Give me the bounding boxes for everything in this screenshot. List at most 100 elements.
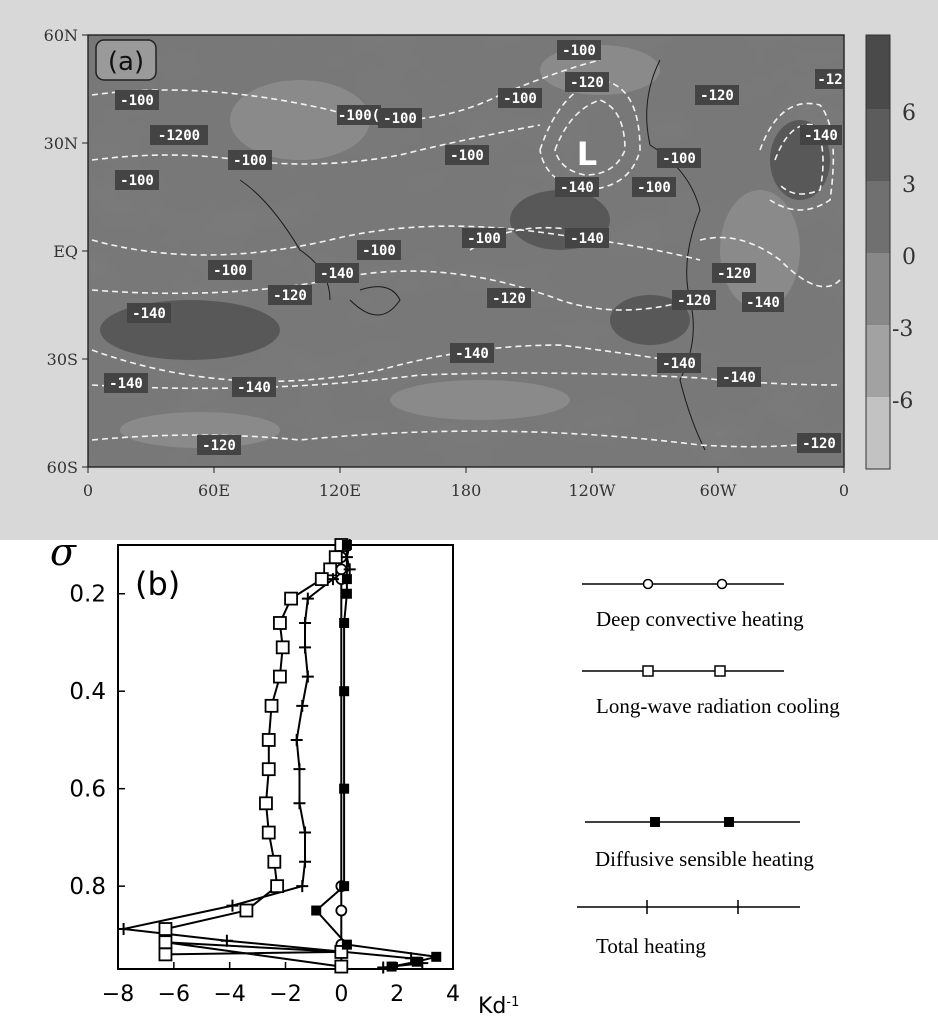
point-long-wave-radiation-cooling	[267, 854, 282, 869]
point-diffusive-sensible-heating	[386, 961, 397, 972]
x-tick-label: −2	[269, 982, 301, 1007]
svg-text:-100: -100	[120, 93, 154, 109]
point-total-heating	[290, 733, 303, 746]
point-long-wave-radiation-cooling	[264, 698, 279, 713]
contour-label: -120	[197, 435, 241, 455]
svg-text:-120: -120	[273, 288, 307, 304]
svg-text:-140: -140	[320, 266, 354, 282]
contour-label: -120	[797, 433, 841, 453]
point-total-heating	[299, 616, 312, 629]
point-long-wave-radiation-cooling	[334, 959, 349, 974]
point-total-heating	[296, 699, 309, 712]
contour-label: -100	[378, 108, 422, 128]
point-long-wave-radiation-cooling	[328, 550, 343, 565]
svg-text:-1200: -1200	[158, 128, 200, 144]
point-diffusive-sensible-heating	[311, 905, 322, 916]
point-long-wave-radiation-cooling	[158, 947, 173, 962]
x-tick-label: −8	[102, 982, 134, 1007]
y-tick-label: 0.4	[69, 679, 106, 705]
contour-label: -100	[498, 88, 542, 108]
x-tick-label: 60W	[700, 481, 737, 500]
svg-text:-140: -140	[237, 380, 271, 396]
contour-label: -120	[695, 85, 739, 105]
x-axis-unit: Kd-1	[478, 994, 519, 1017]
point-total-heating	[293, 763, 306, 776]
svg-text:-140: -140	[662, 356, 696, 372]
contour-label: -120	[672, 290, 716, 310]
point-long-wave-radiation-cooling	[261, 733, 276, 747]
point-diffusive-sensible-heating	[341, 939, 352, 950]
svg-text:-100(: -100(	[338, 108, 380, 124]
svg-text:-120: -120	[677, 293, 711, 309]
panel-label-a: (a)	[108, 47, 144, 77]
x-tick-label: −4	[213, 982, 245, 1007]
point-diffusive-sensible-heating	[341, 588, 352, 599]
point-total-heating	[299, 826, 312, 839]
legend-entry-deep-convective: Deep convective heating	[582, 578, 804, 631]
contour-label: -140	[104, 373, 148, 393]
series-line-long-wave-radiation-cooling	[164, 544, 343, 968]
svg-text:-140: -140	[455, 346, 489, 362]
contour-label: -120	[487, 288, 531, 308]
svg-text:-100: -100	[450, 148, 484, 164]
point-diffusive-sensible-heating	[431, 951, 442, 962]
x-tick-label: 180	[451, 481, 482, 500]
point-long-wave-radiation-cooling	[158, 935, 173, 950]
point-total-heating	[405, 952, 418, 965]
contour-label: -140	[717, 367, 761, 387]
y-tick-label: 60S	[47, 458, 78, 477]
svg-text:Deep convective heating: Deep convective heating	[596, 607, 804, 631]
point-total-heating	[340, 551, 353, 564]
legend: Deep convective heating Long-wave radiat…	[577, 578, 840, 958]
colorbar-tick: -3	[892, 317, 913, 342]
svg-text:Total heating: Total heating	[596, 934, 706, 958]
contour-label: -100(	[337, 105, 381, 125]
y-tick-label: 0.2	[69, 582, 106, 608]
x-tick-label: −6	[158, 982, 190, 1007]
svg-text:-140: -140	[132, 306, 166, 322]
svg-text:-100: -100	[562, 43, 596, 59]
contour-label: -120	[268, 285, 312, 305]
point-total-heating	[343, 563, 356, 576]
point-total-heating	[296, 880, 309, 893]
svg-text:-100: -100	[383, 111, 417, 127]
low-pressure-marker: L	[577, 135, 597, 173]
series-line-total-heating	[123, 544, 427, 969]
point-long-wave-radiation-cooling	[275, 640, 290, 655]
contour-label: -100	[228, 150, 272, 170]
contour-label: -100	[115, 90, 159, 110]
svg-text:-140: -140	[804, 128, 838, 144]
series-line-diffusive-sensible-heating	[314, 545, 437, 968]
svg-text:-120: -120	[492, 291, 526, 307]
point-long-wave-radiation-cooling	[314, 572, 329, 587]
y-tick-label: 0.8	[69, 874, 106, 900]
contour-label: -100	[657, 148, 701, 168]
svg-text:-100: -100	[213, 263, 247, 279]
svg-text:-120: -120	[570, 75, 604, 91]
y-tick-label: 0.6	[69, 777, 106, 803]
svg-text:-100: -100	[662, 151, 696, 167]
colorbar-tick: 6	[902, 101, 916, 126]
contour-label: -100	[115, 170, 159, 190]
x-tick-label: 120W	[569, 481, 617, 500]
contour-label: -12	[815, 69, 844, 89]
point-total-heating	[343, 539, 356, 551]
point-total-heating	[293, 797, 306, 810]
svg-text:-140: -140	[722, 370, 756, 386]
x-tick-label: 2	[390, 982, 404, 1007]
point-total-heating	[220, 934, 233, 947]
svg-text:-120: -120	[700, 88, 734, 104]
point-deep-convective-heating	[335, 904, 348, 917]
profile-panel: σ (b) Kd-1 −8 −6 −4 −2 0 2 4 0.2 0.4 0.6 0.8 Deep …	[0, 530, 938, 1019]
y-tick-label: 30S	[47, 350, 78, 369]
x-tick-label: 0	[83, 481, 93, 500]
svg-text:-100: -100	[467, 231, 501, 247]
map-panel: -100 -120 -100 -100 -120 -100( -100 -120…	[0, 0, 938, 540]
point-long-wave-radiation-cooling	[259, 796, 273, 811]
svg-text:-120: -120	[717, 266, 751, 282]
contour-label: -140	[742, 292, 784, 312]
contour-label: -100	[357, 240, 401, 260]
svg-text:-12: -12	[817, 72, 842, 88]
point-long-wave-radiation-cooling	[284, 591, 298, 606]
svg-text:-140: -140	[109, 376, 143, 392]
